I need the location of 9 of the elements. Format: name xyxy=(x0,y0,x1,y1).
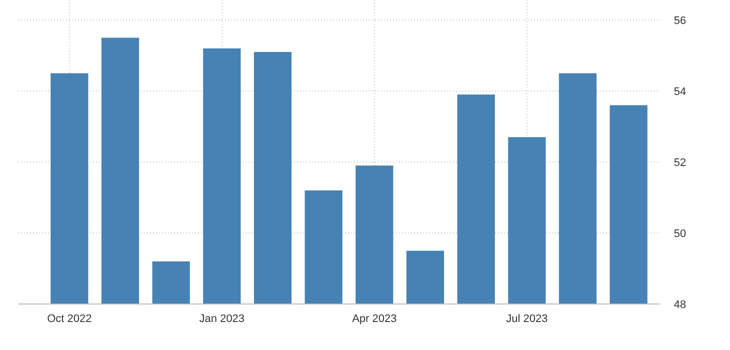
y-tick-label: 54 xyxy=(674,86,686,98)
x-tick-label: Jan 2023 xyxy=(199,313,245,325)
x-tick-label: Apr 2023 xyxy=(352,313,397,325)
y-tick-label: 56 xyxy=(674,15,686,27)
y-tick-label: 52 xyxy=(674,157,686,169)
y-tick-label: 48 xyxy=(674,299,686,311)
x-tick-label: Oct 2022 xyxy=(47,313,92,325)
y-tick-label: 50 xyxy=(674,228,686,240)
x-tick-label: Jul 2023 xyxy=(506,313,548,325)
